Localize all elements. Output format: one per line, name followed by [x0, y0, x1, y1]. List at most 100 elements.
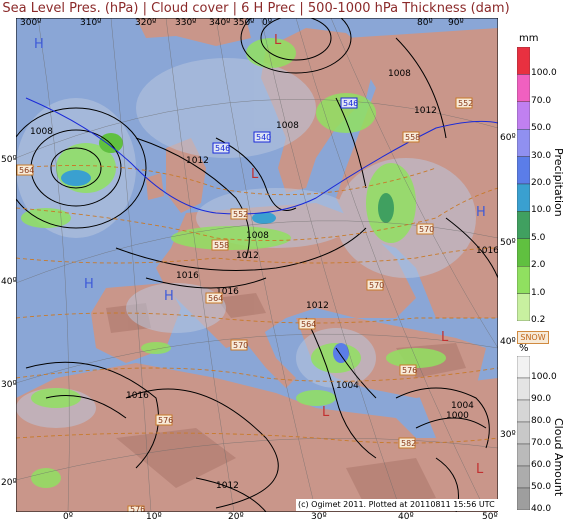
colorbar-swatch: [517, 487, 530, 510]
lon-label: 310º: [80, 18, 102, 28]
snow-label: SNOW: [517, 331, 549, 344]
cloud-unit: %: [519, 343, 529, 354]
thickness-label: 558: [214, 241, 229, 250]
precip-label: Precipitation: [552, 148, 565, 217]
graticule: [16, 18, 498, 512]
thickness-label: 564: [19, 166, 34, 175]
isobars: [16, 18, 498, 512]
colorbar-tick-label: 10.0: [531, 205, 552, 216]
isobar-label: 1012: [414, 106, 437, 116]
lon-label: 0º: [63, 512, 73, 522]
low-center: L: [251, 167, 259, 182]
thickness-label: 576: [158, 416, 173, 425]
colorbar-tick-label: 2.0: [531, 260, 546, 271]
lat-label: 40º: [500, 337, 516, 347]
colorbar-tick-label: 0.2: [531, 315, 546, 325]
colorbar-swatch: [517, 211, 530, 239]
colorbar-swatch: [517, 47, 530, 75]
colorbar-swatch: [517, 238, 530, 267]
thickness-lines: [16, 165, 498, 444]
high-center: H: [476, 205, 486, 220]
colorbar-tick-label: 50.0: [531, 123, 552, 134]
colorbar-swatch: [517, 156, 530, 185]
colorbar-tick-label: 20.0: [531, 178, 552, 188]
isobar-label: 1012: [216, 481, 239, 491]
lat-label: 60º: [500, 133, 516, 143]
isobar-label: 1000: [446, 411, 469, 421]
cloud-colorbar: [517, 356, 530, 510]
thickness-label: 564: [301, 320, 316, 329]
lat-label: 20º: [1, 478, 17, 488]
low-center: L: [274, 33, 282, 48]
thickness-label: 540: [256, 133, 271, 142]
colorbar-swatch: [517, 265, 530, 294]
isobar-label: 1008: [30, 127, 53, 137]
thickness-540-line: [25, 97, 498, 215]
lon-label: 340º: [209, 18, 231, 28]
thickness-label: 546: [215, 144, 230, 153]
lon-label: 90º: [448, 18, 464, 28]
lon-label: 300º: [20, 18, 42, 28]
isobar-label: 1016: [476, 246, 498, 256]
map-title: Sea Level Pres. (hPa) | Cloud cover | 6 …: [2, 1, 510, 16]
colorbar-swatch: [517, 399, 530, 423]
isobar-label: 1008: [276, 121, 299, 131]
colorbar-swatch: [517, 465, 530, 489]
thickness-label: 570: [369, 281, 384, 290]
isobar-label: 1016: [176, 271, 199, 281]
low-center: L: [322, 405, 330, 420]
high-center: H: [34, 37, 44, 52]
colorbar-tick-label: 60.0: [531, 460, 552, 470]
thickness-label: 552: [458, 99, 473, 108]
thickness-label: 564: [208, 294, 223, 303]
high-center: H: [84, 277, 94, 292]
lat-label: 50º: [1, 155, 17, 165]
lon-label: 0º: [262, 18, 272, 28]
thickness-label: 582: [401, 439, 416, 448]
colorbar-swatch: [517, 183, 530, 212]
precip-unit: mm: [519, 33, 539, 44]
colorbar-swatch: [517, 421, 530, 445]
colorbar-tick-label: 1.0: [531, 287, 546, 298]
pressure-centers: H H L L H H L L L: [34, 33, 486, 477]
thickness-label: 576: [130, 505, 145, 512]
colorbar-tick-label: 5.0: [531, 232, 546, 243]
low-center: L: [476, 462, 484, 477]
thickness-label: 576: [402, 366, 417, 375]
isobar-label: 1016: [216, 287, 239, 297]
lon-label: 10º: [146, 512, 162, 522]
lat-label: 40º: [1, 277, 17, 287]
colorbar-swatch: [517, 443, 530, 467]
thickness-label: 570: [419, 225, 434, 234]
colorbar-tick-label: 40.0: [531, 504, 552, 514]
lon-label: 320º: [135, 18, 157, 28]
colorbar-swatch: [517, 293, 530, 321]
thickness-label: 552: [233, 210, 248, 219]
colorbar-tick-label: 100.0: [531, 372, 557, 382]
lon-label: 330º: [175, 18, 197, 28]
lat-label: 30º: [1, 380, 17, 390]
colorbar-swatch: [517, 101, 530, 130]
isobar-label: 1012: [306, 301, 329, 311]
isobar-labels: 1008 1012 1016 1008 1008 1012 1012 1016 …: [30, 69, 498, 491]
colorbar-tick-label: 50.0: [531, 482, 552, 492]
lon-label: 80º: [417, 18, 433, 28]
thickness-labels: 546 540 546 552 552 558 564 558 564 570 …: [16, 97, 473, 512]
isobar-label: 1004: [336, 381, 359, 391]
lon-label: 350º: [233, 18, 255, 28]
isobar-label: 1012: [236, 251, 259, 261]
colorbar-swatch: [517, 377, 530, 401]
thickness-label: 546: [343, 99, 358, 108]
thickness-label: 558: [405, 133, 420, 142]
colorbar-tick-label: 100.0: [531, 68, 557, 79]
cloud-label: Cloud Amount: [552, 418, 565, 497]
lat-label: 50º: [500, 238, 516, 248]
isobar-label: 1008: [388, 69, 411, 79]
lat-label: 30º: [500, 430, 516, 440]
isobar-label: 1012: [186, 156, 209, 166]
isobar-label: 1004: [451, 401, 474, 411]
colorbar-tick-label: 30.0: [531, 150, 552, 161]
lon-label: 40º: [398, 512, 414, 522]
weather-map: 1008 1012 1016 1008 1008 1012 1012 1016 …: [16, 18, 498, 512]
low-center: L: [441, 330, 449, 345]
